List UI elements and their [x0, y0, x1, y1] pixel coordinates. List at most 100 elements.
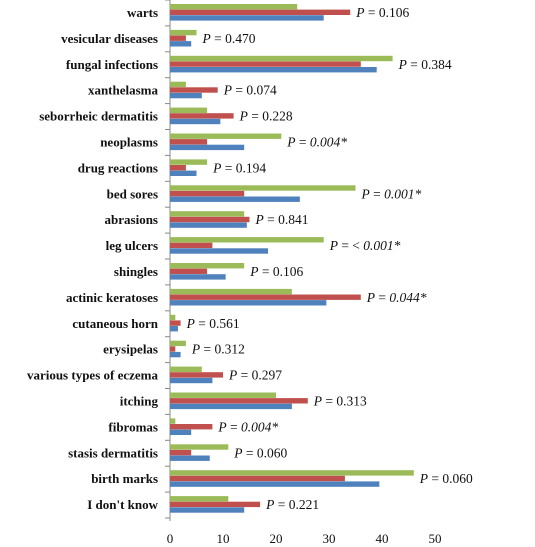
category-label: neoplasms: [100, 135, 158, 150]
bar-series-2: [170, 242, 213, 249]
bar-series-3: [170, 507, 245, 513]
bar-series-1: [170, 444, 229, 450]
bar-series-2: [170, 139, 208, 145]
category-group: warts P = 0.106: [127, 0, 409, 21]
bar-series-1: [170, 107, 208, 113]
bar-series-2: [170, 475, 345, 482]
bar-series-2: [170, 320, 181, 326]
bar-series-2: [170, 9, 351, 15]
bar-series-1: [170, 133, 282, 139]
category-group: actinic keratoses P = 0.044*: [66, 284, 427, 306]
category-group: fibromas P = 0.004*: [108, 413, 278, 435]
category-label: drug reactions: [78, 160, 158, 175]
category-label: fibromas: [108, 419, 158, 434]
bar-series-1: [170, 418, 176, 424]
category-group: drug reactions P = 0.194: [78, 154, 266, 176]
p-value-annotation: P = 0.001*: [361, 186, 422, 201]
bar-series-1: [170, 29, 197, 36]
p-value-annotation: P = 0.060: [419, 471, 473, 486]
bar-series-1: [170, 340, 186, 347]
bar-series-1: [170, 55, 393, 62]
p-value-annotation: P = 0.841: [255, 212, 309, 227]
category-group: vesicular diseases P = 0.470: [61, 25, 256, 47]
x-axis-ticks: 0 10 20 30 40 50: [167, 531, 442, 546]
bar-series-3: [170, 377, 213, 384]
bar-series-1: [170, 4, 298, 10]
bar-series-3: [170, 274, 226, 280]
x-tick-label: 10: [217, 531, 230, 546]
bar-series-1: [170, 392, 276, 398]
bar-series-2: [170, 449, 192, 456]
category-label: stasis dermatitis: [68, 445, 158, 460]
bar-series-1: [170, 470, 414, 476]
bar-series-2: [170, 113, 234, 119]
p-value-annotation: P = 0.470: [202, 31, 256, 46]
p-value-annotation: P = < 0.001*: [329, 238, 401, 253]
bar-series-1: [170, 81, 186, 88]
x-tick-label: 50: [429, 531, 442, 546]
bar-series-2: [170, 216, 250, 223]
bar-series-2: [170, 165, 186, 171]
bar-series-2: [170, 190, 245, 197]
p-value-annotation: P = 0.060: [233, 445, 287, 460]
bar-series-3: [170, 429, 192, 435]
p-value-annotation: P = 0.313: [313, 394, 367, 409]
category-label: actinic keratoses: [66, 290, 158, 305]
category-label: bed sores: [107, 186, 158, 201]
category-group: xanthelasma P = 0.074: [88, 77, 277, 99]
p-value-annotation: P = 0.004*: [286, 135, 347, 150]
category-group: neoplasms P = 0.004*: [100, 129, 347, 151]
bar-series-3: [170, 481, 380, 487]
bar-series-3: [170, 67, 377, 73]
bar-series-1: [170, 211, 245, 217]
bar-series-3: [170, 326, 178, 332]
bar-series-1: [170, 263, 245, 269]
category-label: birth marks: [91, 471, 158, 486]
p-value-annotation: P = 0.384: [398, 57, 452, 72]
bar-series-3: [170, 15, 324, 21]
bar-series-2: [170, 35, 186, 41]
category-group: cutaneous horn P = 0.561: [72, 310, 240, 332]
category-label: fungal infections: [66, 57, 158, 72]
bar-series-1: [170, 366, 202, 372]
category-group: fungal infections P = 0.384: [66, 51, 452, 73]
bar-series-2: [170, 372, 223, 378]
p-value-annotation: P = 0.561: [186, 316, 240, 331]
bar-series-2: [170, 87, 218, 93]
bar-series-2: [170, 294, 361, 300]
bar-series-3: [170, 351, 181, 358]
category-group: birth marks P = 0.060: [91, 465, 473, 487]
x-tick-label: 20: [270, 531, 283, 546]
p-value-annotation: P = 0.106: [355, 5, 409, 20]
bar-series-3: [170, 144, 245, 151]
bar-series-3: [170, 196, 300, 202]
category-group: abrasions P = 0.841: [105, 206, 309, 228]
bar-series-3: [170, 118, 221, 125]
category-group: I don't know P = 0.221: [87, 491, 319, 513]
category-group: stasis dermatitis P = 0.060: [68, 439, 288, 461]
x-tick-label: 40: [376, 531, 389, 546]
category-label: erysipelas: [103, 342, 158, 357]
bar-series-1: [170, 237, 324, 243]
category-label: cutaneous horn: [72, 316, 158, 331]
x-tick-label: 0: [167, 531, 174, 546]
p-value-annotation: P = 0.221: [265, 497, 319, 512]
category-group: bed sores P = 0.001*: [107, 180, 422, 202]
category-group: itching P = 0.313: [120, 388, 367, 410]
bar-series-2: [170, 398, 308, 404]
bar-series-3: [170, 455, 210, 461]
bar-series-2: [170, 424, 213, 430]
category-label: shingles: [114, 264, 158, 279]
bar-series-3: [170, 300, 327, 306]
category-label: I don't know: [87, 497, 158, 512]
bar-series-3: [170, 92, 202, 99]
category-label: various types of eczema: [27, 368, 159, 383]
bar-series-2: [170, 346, 176, 352]
p-value-annotation: P = 0.004*: [217, 419, 278, 434]
x-tick-label: 30: [323, 531, 336, 546]
p-value-annotation: P = 0.044*: [366, 290, 427, 305]
category-label: abrasions: [105, 212, 158, 227]
bar-series-3: [170, 403, 292, 410]
